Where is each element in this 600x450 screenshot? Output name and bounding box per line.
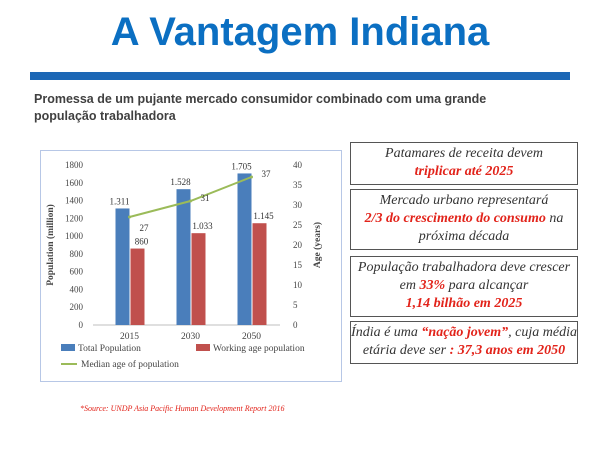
fact-highlight-2: 1,14 bilhão em 2025	[405, 296, 523, 311]
y-tick-label: 600	[70, 267, 84, 277]
y-tick-label: 200	[70, 302, 84, 312]
fact-box-revenue: Patamares de receita devem triplicar até…	[350, 142, 578, 185]
legend-label: Working age population	[213, 344, 305, 354]
median-age-label: 31	[201, 193, 210, 203]
bar-working-2030	[191, 233, 206, 325]
x-tick-label: 2015	[120, 332, 139, 342]
y-tick-label: 800	[70, 249, 84, 259]
y-tick-label: 1600	[65, 178, 84, 188]
bar-data-label: 1.528	[170, 177, 191, 187]
page-title: A Vantagem Indiana	[110, 10, 490, 54]
legend-label: Total Population	[78, 344, 141, 354]
fact-text: População trabalhadora deve crescer em	[357, 260, 571, 293]
bar-total-2030	[176, 189, 191, 325]
fact-highlight-2: : 37,3 anos em 2050	[449, 343, 566, 358]
bar-working-2015	[130, 248, 145, 325]
legend-swatch-working	[196, 344, 210, 351]
fact-text: Mercado urbano representará	[379, 193, 549, 208]
y-axis-label: Population (million)	[45, 204, 56, 286]
median-age-point	[250, 175, 253, 179]
y-tick-label: 1200	[65, 213, 84, 223]
bar-data-label: 1.145	[253, 211, 274, 221]
y2-axis-label: Age (years)	[312, 222, 323, 268]
fact-highlight: triplicar até 2025	[414, 164, 514, 179]
median-age-label: 27	[140, 223, 150, 233]
fact-text-mid: , cuja média etária deve ser	[362, 325, 577, 358]
legend-label: Median age of population	[81, 359, 179, 370]
bar-data-label: 1.311	[110, 196, 130, 206]
y2-tick-label: 5	[293, 300, 298, 310]
fact-text: Índia é uma	[351, 325, 422, 340]
fact-text-mid: para alcançar	[445, 278, 529, 293]
y2-tick-label: 0	[293, 320, 298, 330]
x-tick-label: 2050	[242, 332, 261, 342]
fact-highlight: “nação jovem”	[421, 325, 509, 340]
bar-total-2015	[115, 208, 130, 325]
page-subtitle: Promessa de um pujante mercado consumido…	[34, 92, 487, 123]
population-chart: 0 200 400 600 800 1000 1200 1400 1600 1800 0 5 10 15 2…	[45, 160, 323, 370]
bar-working-2050	[252, 223, 267, 325]
y2-tick-label: 20	[293, 240, 303, 250]
bar-data-label: 1.705	[231, 161, 252, 171]
y2-tick-label: 40	[293, 160, 303, 170]
fact-text: Patamares de receita devem	[385, 146, 543, 161]
x-tick-label: 2030	[181, 332, 200, 342]
bar-total-2050	[237, 173, 252, 325]
bar-data-label: 1.033	[192, 221, 213, 231]
legend-swatch-total	[61, 344, 75, 351]
median-age-point	[189, 199, 192, 203]
y-tick-label: 400	[70, 284, 84, 294]
chart-frame: 0 200 400 600 800 1000 1200 1400 1600 1800 0 5 10 15 2…	[40, 150, 342, 382]
fact-highlight: 2/3 do crescimento do consumo	[364, 211, 546, 226]
y-tick-label: 0	[79, 320, 84, 330]
source-note: *Source: UNDP Asia Pacific Human Develop…	[80, 404, 285, 413]
median-age-label: 37	[262, 169, 272, 179]
y-tick-label: 1000	[65, 231, 84, 241]
fact-text-tail: na próxima década	[418, 211, 564, 244]
fact-box-urban: Mercado urbano representará 2/3 do cresc…	[350, 189, 578, 250]
median-age-point	[128, 215, 131, 219]
y2-tick-label: 25	[293, 220, 303, 230]
fact-box-young-nation: Índia é uma “nação jovem”, cuja média et…	[350, 321, 578, 364]
y-tick-label: 1800	[65, 160, 84, 170]
title-divider	[30, 72, 570, 80]
fact-highlight: 33%	[419, 278, 446, 293]
bar-data-label: 860	[135, 237, 149, 247]
y-tick-label: 1400	[65, 196, 84, 206]
fact-box-workforce: População trabalhadora deve crescer em 3…	[350, 256, 578, 317]
y2-tick-label: 10	[293, 280, 303, 290]
y2-tick-label: 15	[293, 260, 303, 270]
y2-tick-label: 35	[293, 180, 303, 190]
y2-tick-label: 30	[293, 200, 303, 210]
